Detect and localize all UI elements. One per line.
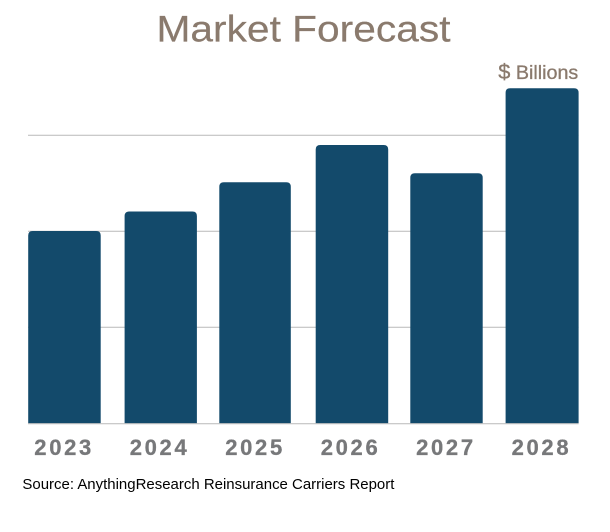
- svg-text:2028: 2028: [512, 435, 569, 460]
- svg-text:2027: 2027: [416, 435, 473, 460]
- svg-text:$ Billions: $ Billions: [498, 61, 578, 84]
- svg-text:2023: 2023: [34, 435, 91, 460]
- svg-text:Source: AnythingResearch Reins: Source: AnythingResearch Reinsurance Car…: [22, 476, 395, 493]
- svg-text:2024: 2024: [130, 435, 188, 460]
- svg-text:Market Forecast: Market Forecast: [157, 9, 451, 50]
- svg-text:2026: 2026: [321, 435, 378, 460]
- svg-text:2025: 2025: [225, 435, 282, 460]
